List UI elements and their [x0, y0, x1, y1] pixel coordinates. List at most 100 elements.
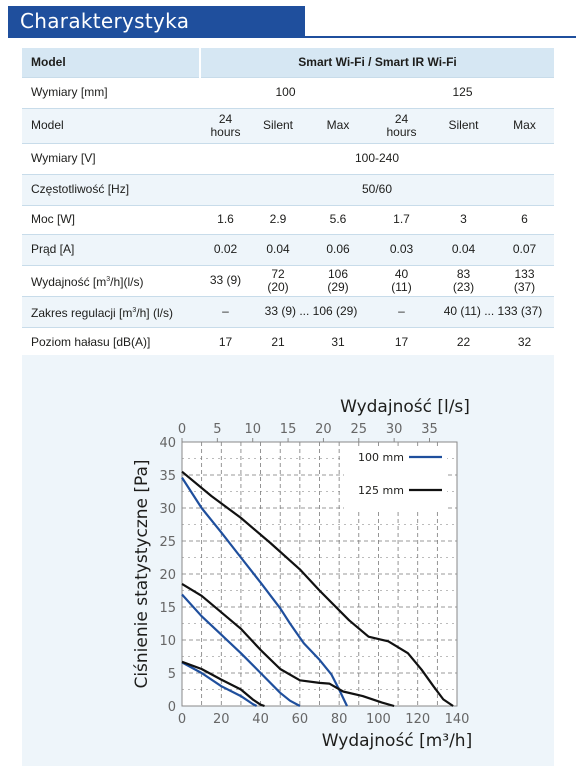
cell-current: 0.07 — [495, 234, 554, 266]
x-tick-label-top: 30 — [386, 422, 403, 437]
cell-mode: 24 hours — [200, 108, 251, 144]
label-superscript: 3 — [106, 275, 111, 283]
y-tick-label: 0 — [168, 700, 176, 715]
cell-noise: 17 — [200, 327, 251, 358]
cell-mode: Max — [305, 108, 371, 144]
row-label-modes: Model — [22, 108, 200, 144]
x-tick-label-top: 25 — [351, 422, 368, 437]
cell-regulation: 40 (11) ... 133 (37) — [432, 296, 554, 328]
label-superscript: 3 — [132, 306, 137, 314]
row-label-frequency: Częstotliwość [Hz] — [22, 174, 200, 206]
x-tick-label-bottom: 80 — [331, 712, 348, 727]
series-line-125-mm — [181, 470, 454, 707]
y-tick-label: 30 — [159, 502, 176, 517]
cell-regulation: 33 (9) ... 106 (29) — [251, 296, 371, 328]
title-underline — [8, 36, 576, 38]
table-row-model: Model Smart Wi-Fi / Smart IR Wi-Fi — [22, 48, 554, 78]
y-tick-label: 15 — [159, 601, 176, 616]
cell-current: 0.02 — [200, 234, 251, 266]
y-tick-label: 35 — [159, 469, 176, 484]
row-label-model: Model — [22, 48, 201, 78]
page-title: Charakterystyka techniczna — [8, 6, 305, 63]
x-axis-title-top: Wydajność [l/s] — [340, 397, 470, 417]
x-tick-label-bottom: 140 — [445, 712, 470, 727]
cell-dimension-100: 100 — [200, 77, 371, 109]
cell-regulation: – — [371, 296, 432, 328]
x-tick-label-top: 20 — [315, 422, 332, 437]
row-label-current: Prąd [A] — [22, 234, 200, 266]
cell-dimension-125: 125 — [371, 77, 554, 109]
table-row-regulation: Zakres regulacji [m3/h] (l/s) – 33 (9) .… — [22, 296, 554, 328]
cell-voltage: 100-240 — [200, 143, 554, 175]
label-part: Zakres regulacji [m — [31, 305, 133, 320]
x-tick-label-bottom: 120 — [405, 712, 430, 727]
x-tick-label-top: 0 — [178, 422, 186, 437]
series-line-100-mm — [181, 593, 301, 707]
row-label-regulation: Zakres regulacji [m3/h] (l/s) — [22, 296, 200, 328]
cell-power: 1.7 — [371, 205, 432, 235]
row-label-airflow: Wydajność [m3/h](l/s) — [22, 265, 200, 297]
table-row-modes: Model 24 hours Silent Max 24 hours Silen… — [22, 108, 554, 144]
x-tick-label-top: 15 — [280, 422, 297, 437]
x-tick-label-top: 10 — [244, 422, 261, 437]
table-row-power: Moc [W] 1.6 2.9 5.6 1.7 3 6 — [22, 205, 554, 235]
cell-airflow: 106 (29) — [305, 265, 371, 297]
cell-current: 0.04 — [432, 234, 495, 266]
table-row-current: Prąd [A] 0.02 0.04 0.06 0.03 0.04 0.07 — [22, 234, 554, 266]
x-axis-title-bottom: Wydajność [m³/h] — [322, 731, 472, 751]
cell-mode: Silent — [432, 108, 495, 144]
x-tick-label-bottom: 20 — [213, 712, 230, 727]
model-name: Smart Wi-Fi / Smart IR Wi-Fi — [200, 48, 554, 78]
row-label-dimensions: Wymiary [mm] — [22, 77, 200, 109]
legend-label: 100 mm — [358, 451, 404, 464]
x-tick-label-top: 35 — [421, 422, 438, 437]
cell-noise: 32 — [495, 327, 554, 358]
x-tick-label-bottom: 0 — [178, 712, 186, 727]
cell-power: 2.9 — [251, 205, 305, 235]
row-label-power: Moc [W] — [22, 205, 200, 235]
cell-noise: 22 — [432, 327, 495, 358]
cell-current: 0.06 — [305, 234, 371, 266]
y-tick-label: 10 — [159, 634, 176, 649]
table-row-noise: Poziom hałasu [dB(A)] 17 21 31 17 22 32 — [22, 327, 554, 358]
cell-noise: 21 — [251, 327, 305, 358]
cell-current: 0.03 — [371, 234, 432, 266]
x-tick-label-top: 5 — [213, 422, 221, 437]
cell-regulation: – — [200, 296, 251, 328]
cell-power: 3 — [432, 205, 495, 235]
y-tick-label: 20 — [159, 568, 176, 583]
cell-power: 1.6 — [200, 205, 251, 235]
cell-noise: 17 — [371, 327, 432, 358]
table-row-frequency: Częstotliwość [Hz] 50/60 — [22, 174, 554, 206]
x-tick-label-bottom: 100 — [366, 712, 391, 727]
plot-border — [181, 441, 458, 707]
cell-airflow: 83 (23) — [432, 265, 495, 297]
row-label-noise: Poziom hałasu [dB(A)] — [22, 327, 200, 358]
row-label-voltage: Wymiary [V] — [22, 143, 200, 175]
y-tick-label: 25 — [159, 535, 176, 550]
cell-noise: 31 — [305, 327, 371, 358]
cell-airflow: 33 (9) — [200, 265, 251, 297]
y-tick-label: 40 — [159, 436, 176, 451]
legend-box — [344, 449, 447, 511]
label-part: /h](l/s) — [110, 274, 144, 289]
cell-power: 5.6 — [305, 205, 371, 235]
cell-mode: Max — [495, 108, 554, 144]
series-line-125-mm — [181, 582, 395, 708]
series-line-125-mm — [181, 660, 265, 708]
chart-panel: 0 5 10 15 20 25 30 35 40 0 20 40 60 80 100 120 140 0 5 10 15… — [22, 355, 554, 766]
x-tick-label-bottom: 40 — [252, 712, 269, 727]
cell-power: 6 — [495, 205, 554, 235]
cell-mode: Silent — [251, 108, 305, 144]
series-line-100-mm — [181, 477, 348, 707]
cell-current: 0.04 — [251, 234, 305, 266]
y-axis-title: Ciśnienie statystyczne [Pa] — [132, 459, 152, 688]
cell-airflow: 72 (20) — [251, 265, 305, 297]
table-row-airflow: Wydajność [m3/h](l/s) 33 (9) 72 (20) 106… — [22, 265, 554, 297]
y-tick-label: 5 — [168, 667, 176, 682]
cell-mode: 24 hours — [371, 108, 432, 144]
cell-airflow: 40 (11) — [371, 265, 432, 297]
x-tick-label-bottom: 60 — [292, 712, 309, 727]
specification-table: Model Smart Wi-Fi / Smart IR Wi-Fi Wymia… — [22, 48, 554, 358]
